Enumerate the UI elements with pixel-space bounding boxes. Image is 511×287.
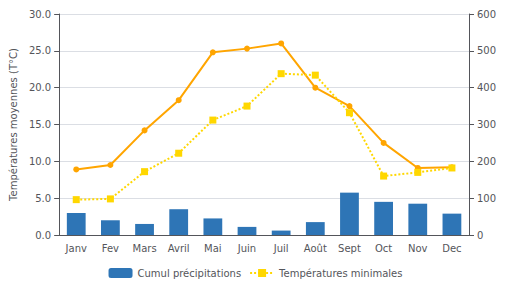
svg-text:600: 600 bbox=[477, 9, 496, 20]
svg-text:20.0: 20.0 bbox=[29, 82, 51, 93]
svg-text:Mars: Mars bbox=[133, 243, 157, 254]
svg-text:25.0: 25.0 bbox=[29, 45, 51, 56]
svg-text:Juin: Juin bbox=[237, 243, 256, 254]
svg-text:Températures minimales: Températures minimales bbox=[278, 268, 402, 279]
svg-text:500: 500 bbox=[477, 45, 496, 56]
svg-text:Août: Août bbox=[304, 243, 327, 254]
svg-text:15.0: 15.0 bbox=[29, 119, 51, 130]
svg-text:Cumul précipitations: Cumul précipitations bbox=[138, 268, 242, 279]
svg-text:0: 0 bbox=[477, 230, 483, 241]
svg-text:200: 200 bbox=[477, 156, 496, 167]
svg-text:Dec: Dec bbox=[442, 243, 461, 254]
svg-text:Avril: Avril bbox=[168, 243, 190, 254]
svg-text:Fev: Fev bbox=[102, 243, 119, 254]
svg-text:0.0: 0.0 bbox=[35, 230, 51, 241]
svg-text:5.0: 5.0 bbox=[35, 193, 51, 204]
svg-text:300: 300 bbox=[477, 119, 496, 130]
svg-text:Mai: Mai bbox=[204, 243, 222, 254]
svg-text:100: 100 bbox=[477, 193, 496, 204]
svg-text:Températures moyennes (T°C): Températures moyennes (T°C) bbox=[8, 48, 19, 202]
svg-text:Janv: Janv bbox=[65, 243, 87, 254]
svg-text:Sept: Sept bbox=[338, 243, 361, 254]
svg-text:30.0: 30.0 bbox=[29, 9, 51, 20]
svg-text:10.0: 10.0 bbox=[29, 156, 51, 167]
svg-text:Juil: Juil bbox=[273, 243, 289, 254]
svg-text:Nov: Nov bbox=[408, 243, 428, 254]
svg-text:Oct: Oct bbox=[375, 243, 392, 254]
svg-text:400: 400 bbox=[477, 82, 496, 93]
